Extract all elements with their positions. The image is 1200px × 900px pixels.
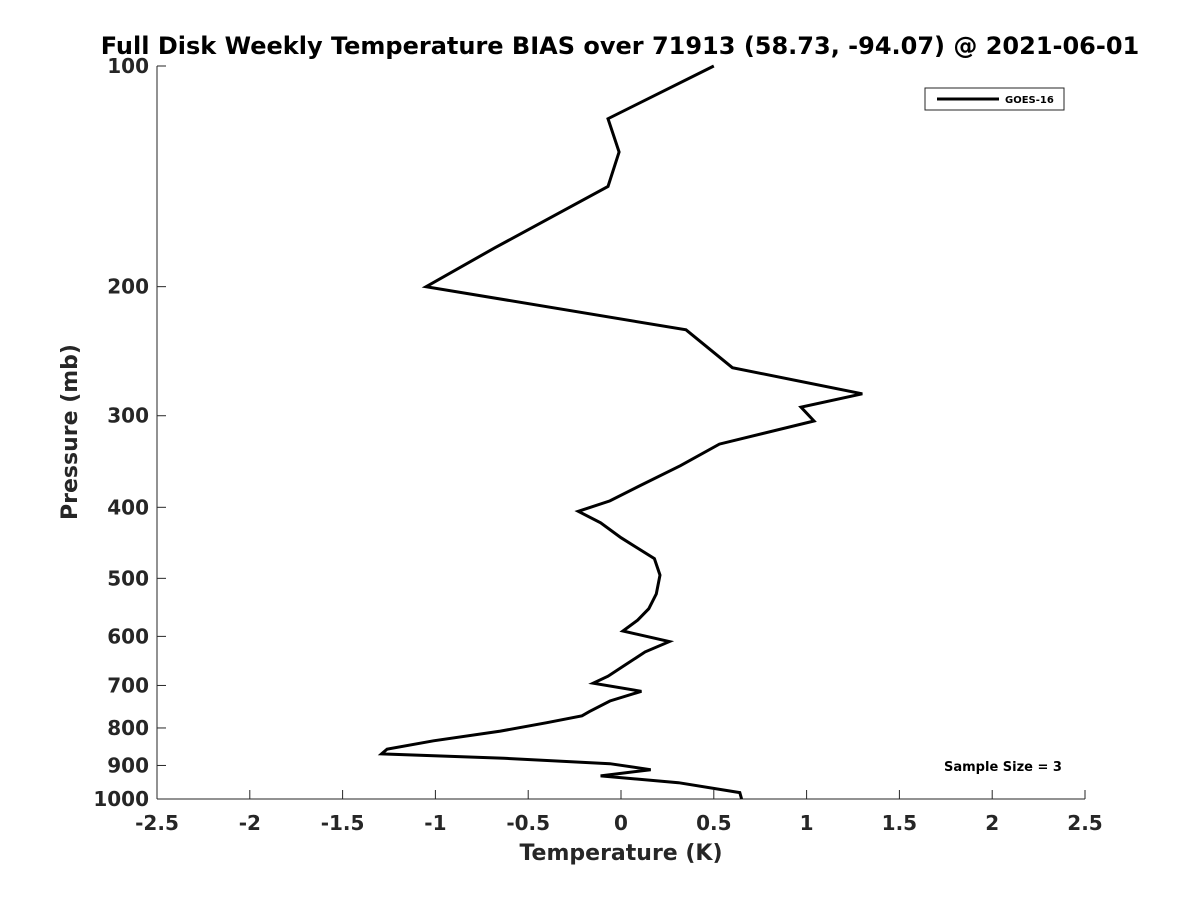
data-point [638,484,641,487]
data-point [503,757,506,760]
data-point [636,619,639,622]
data-point [677,781,680,784]
data-point [653,557,656,560]
y-tick-label: 400 [107,495,149,519]
y-tick-label: 500 [107,566,149,590]
sample-size-annotation: Sample Size = 3 [944,760,1062,775]
data-point [655,592,658,595]
data-point [740,798,743,801]
data-point [668,640,671,643]
data-point [599,774,602,777]
data-point [432,739,435,742]
data-point [712,65,715,68]
data-point [659,574,662,577]
x-tick-label: -1 [424,811,446,835]
data-point [581,714,584,717]
y-tick-label: 100 [107,54,149,78]
y-tick-label: 200 [107,275,149,299]
y-tick-label: 600 [107,624,149,648]
x-tick-label: -2 [239,811,261,835]
data-point [623,664,626,667]
data-point [607,185,610,188]
x-tick-label: -2.5 [135,811,179,835]
data-point [577,510,580,513]
y-tick-label: 1000 [93,787,149,811]
x-tick-label: -0.5 [506,811,550,835]
data-point [386,748,389,751]
x-tick-label: 2 [985,811,999,835]
data-point [608,762,611,765]
data-point [493,246,496,249]
data-point [718,443,721,446]
y-tick-label: 800 [107,716,149,740]
plot-area: -2.5 -2 -1.5 -1 -0.5 0 0.5 1 1.5 2 2.5 100 200 300 40… [93,54,1102,835]
x-tick-label: 0.5 [696,811,731,835]
data-point [618,151,621,154]
x-tick-label: -1.5 [321,811,365,835]
data-point [644,650,647,653]
data-point [608,700,611,703]
data-point [813,420,816,423]
data-point [607,117,610,120]
data-point [649,768,652,771]
data-point [685,328,688,331]
data-point [545,721,548,724]
legend-label-goes-16: GOES-16 [1005,95,1054,106]
y-axis-label: Pressure (mb) [58,344,83,520]
y-tick-label: 700 [107,673,149,697]
data-point [647,607,650,610]
x-tick-label: 0 [614,811,628,835]
data-point [607,675,610,678]
x-tick-label: 1.5 [882,811,917,835]
data-point [679,464,682,467]
x-axis-label: Temperature (K) [519,841,722,866]
legend: GOES-16 [924,87,1065,111]
data-point [592,682,595,685]
data-point [588,710,591,713]
data-point [425,285,428,288]
series-line-goes-16 [377,64,863,800]
y-tick-label: 300 [107,404,149,428]
y-ticks: 100 200 300 400 500 600 700 800 900 1000 [93,54,166,811]
data-point [738,791,741,794]
chart-title: Full Disk Weekly Temperature BIAS over 7… [101,32,1140,60]
x-ticks: -2.5 -2 -1.5 -1 -0.5 0 0.5 1 1.5 2 2.5 [135,790,1103,835]
data-point [499,730,502,733]
data-point [599,521,602,524]
data-point [800,406,803,409]
data-point [861,392,864,395]
x-tick-label: 1 [800,811,814,835]
data-point [731,366,734,369]
data-point [608,499,611,502]
y-tick-label: 900 [107,753,149,777]
data-point [621,630,624,633]
series-layer [377,64,864,801]
data-point [380,752,383,755]
data-point [620,536,623,539]
x-tick-label: 2.5 [1067,811,1102,835]
data-point [640,690,643,693]
